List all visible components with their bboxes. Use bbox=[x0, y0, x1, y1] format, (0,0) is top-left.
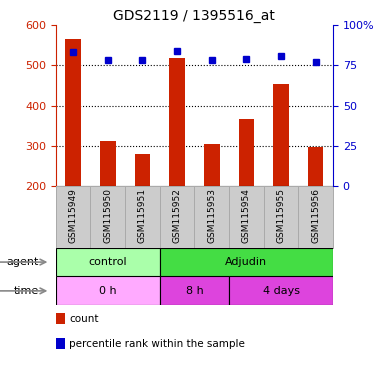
Bar bbox=[273, 84, 289, 186]
Bar bbox=[125, 186, 160, 248]
Bar bbox=[160, 248, 333, 276]
Text: percentile rank within the sample: percentile rank within the sample bbox=[69, 339, 245, 349]
Bar bbox=[229, 276, 333, 305]
Bar bbox=[194, 186, 229, 248]
Text: GSM115953: GSM115953 bbox=[207, 188, 216, 243]
Text: GSM115954: GSM115954 bbox=[242, 188, 251, 243]
Bar bbox=[204, 144, 219, 186]
Bar bbox=[160, 186, 194, 248]
Text: control: control bbox=[89, 257, 127, 267]
Text: Adjudin: Adjudin bbox=[225, 257, 268, 267]
Bar bbox=[56, 186, 90, 248]
Bar bbox=[229, 186, 264, 248]
Bar bbox=[135, 154, 150, 186]
Text: count: count bbox=[69, 314, 99, 324]
Bar bbox=[308, 147, 323, 186]
Bar bbox=[160, 276, 229, 305]
Bar bbox=[56, 248, 160, 276]
Bar bbox=[90, 186, 125, 248]
Title: GDS2119 / 1395516_at: GDS2119 / 1395516_at bbox=[114, 8, 275, 23]
Bar bbox=[100, 141, 116, 186]
Text: 0 h: 0 h bbox=[99, 286, 117, 296]
Text: GSM115955: GSM115955 bbox=[276, 188, 286, 243]
Bar bbox=[239, 119, 254, 186]
Text: GSM115950: GSM115950 bbox=[103, 188, 112, 243]
Text: GSM115952: GSM115952 bbox=[172, 188, 182, 243]
Bar bbox=[169, 58, 185, 186]
Text: agent: agent bbox=[6, 257, 38, 267]
Bar bbox=[264, 186, 298, 248]
Text: GSM115951: GSM115951 bbox=[138, 188, 147, 243]
Text: 4 days: 4 days bbox=[263, 286, 300, 296]
Text: GSM115949: GSM115949 bbox=[69, 188, 78, 243]
Bar bbox=[65, 39, 81, 186]
Bar bbox=[298, 186, 333, 248]
Text: time: time bbox=[13, 286, 38, 296]
Text: GSM115956: GSM115956 bbox=[311, 188, 320, 243]
Text: 8 h: 8 h bbox=[186, 286, 203, 296]
Bar bbox=[56, 276, 160, 305]
